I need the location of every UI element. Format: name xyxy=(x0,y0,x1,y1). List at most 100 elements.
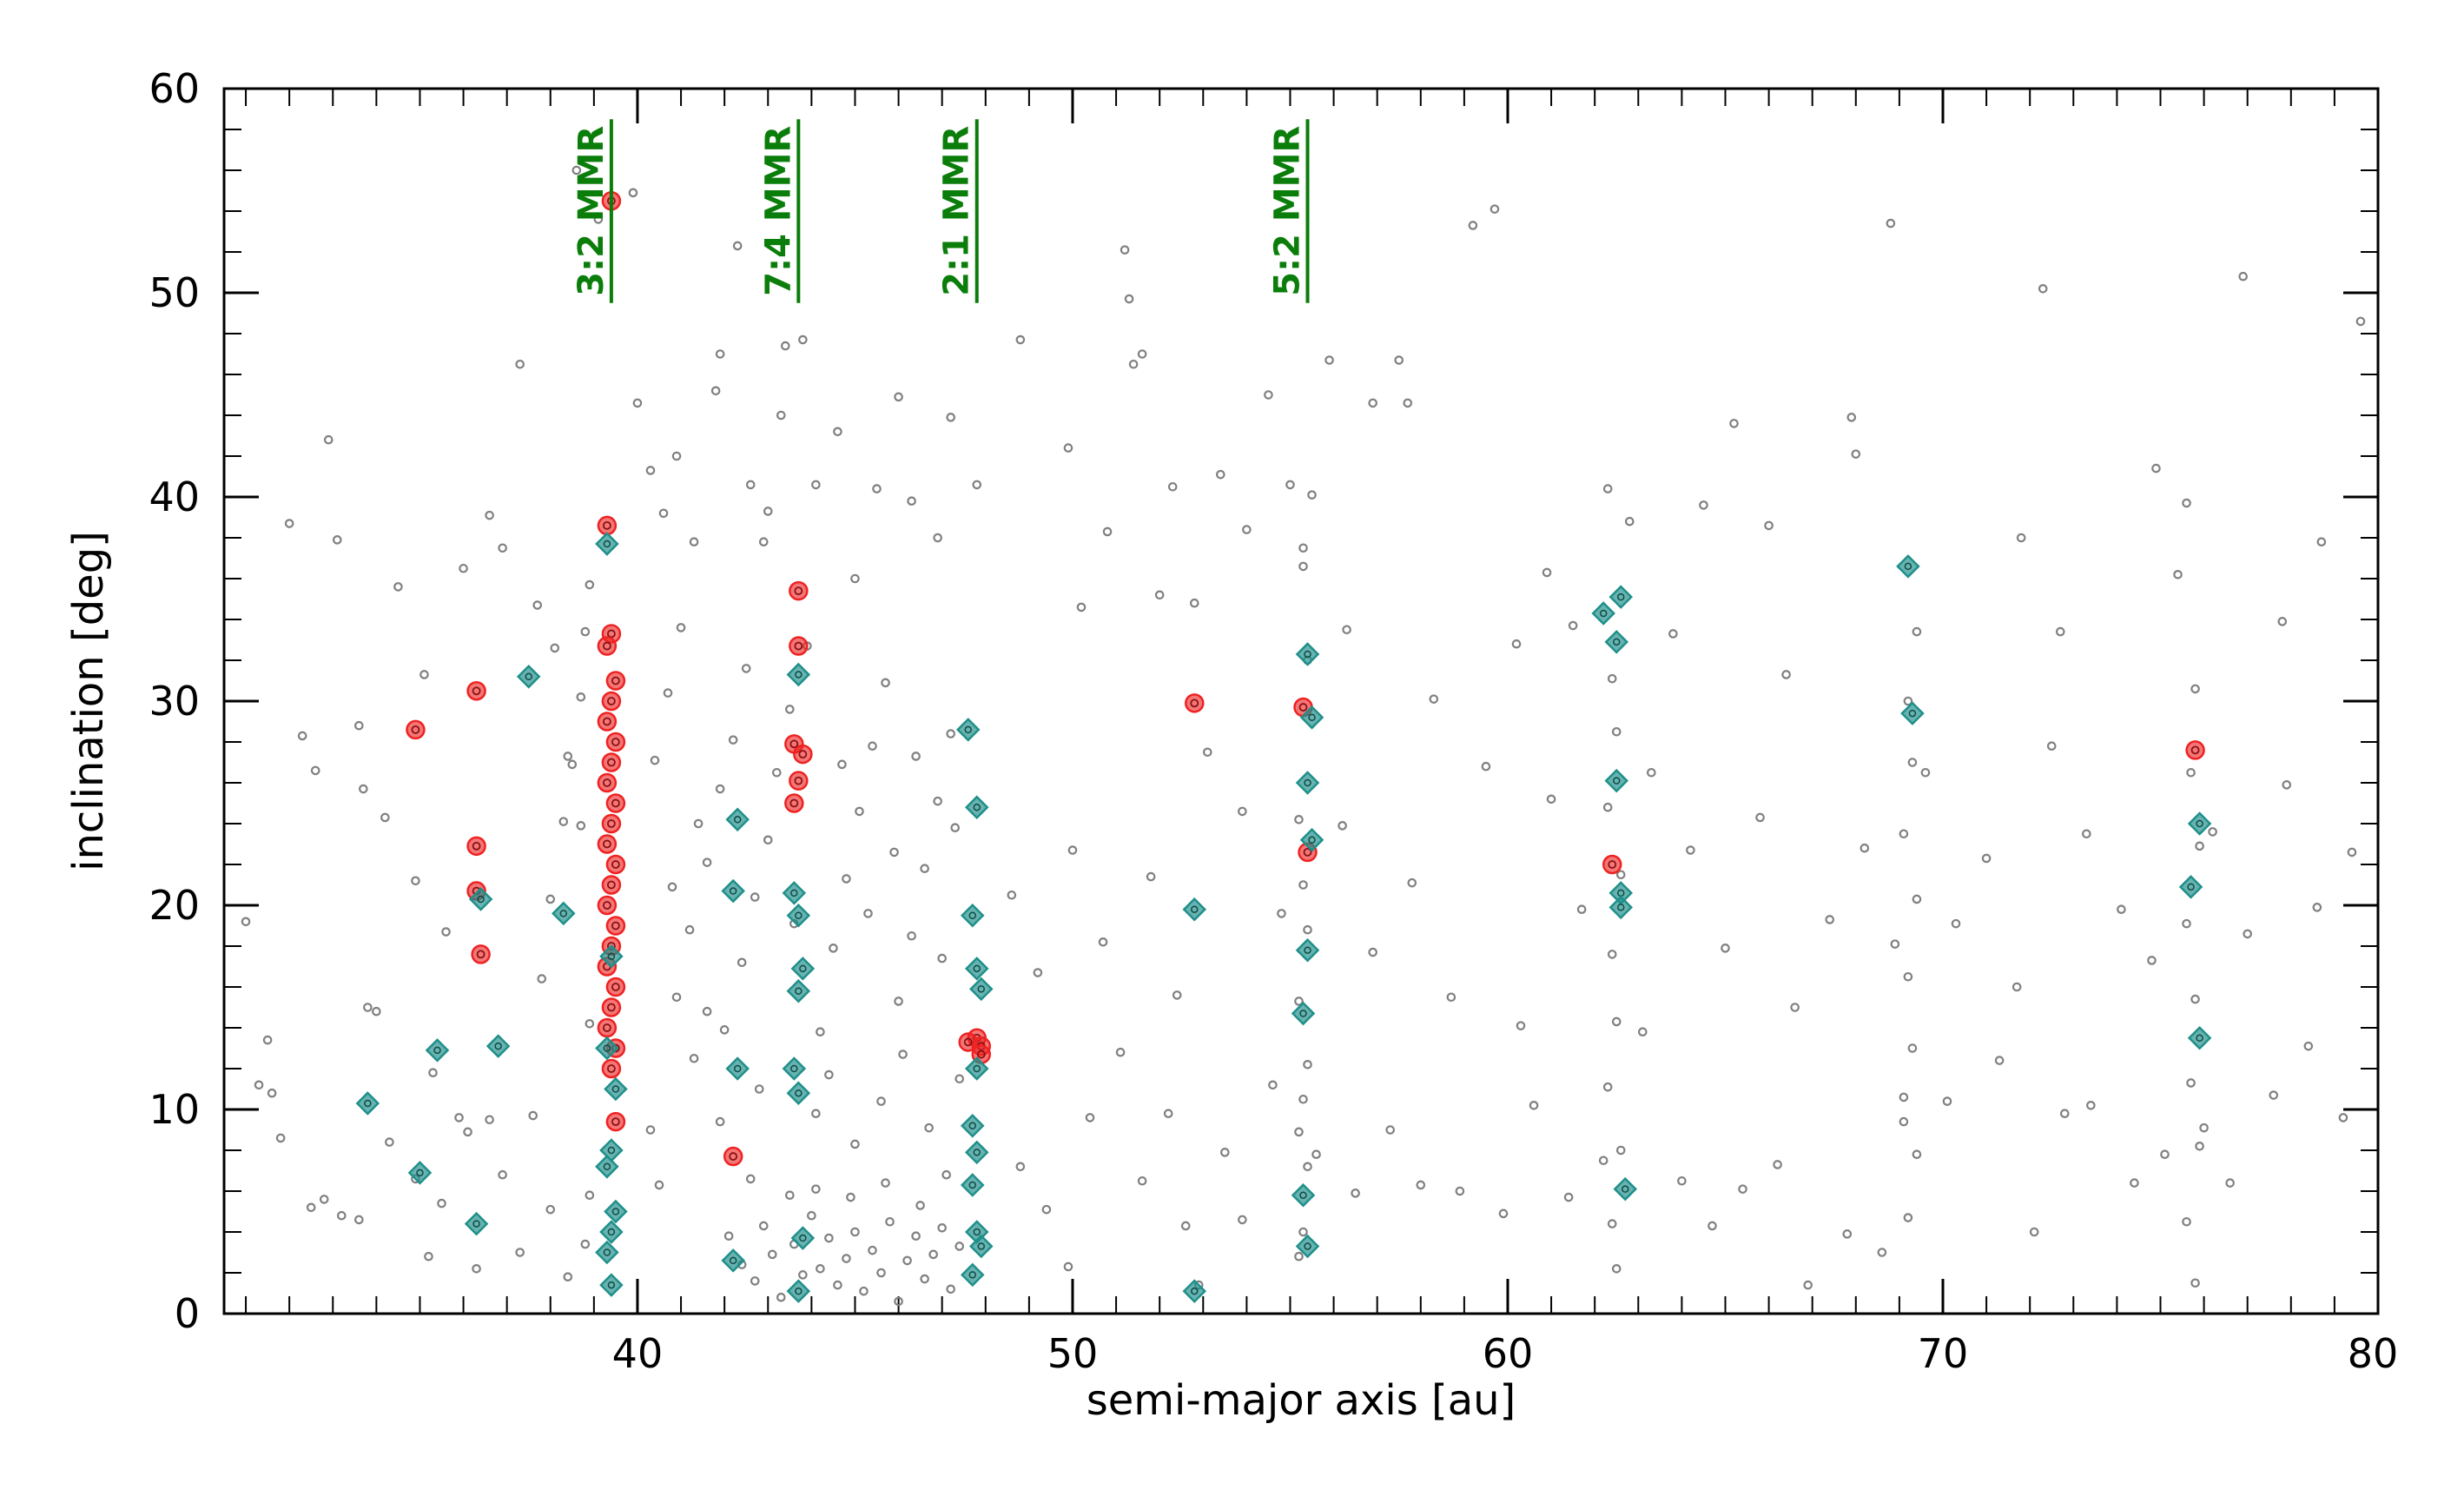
y-axis-title: inclination [deg] xyxy=(64,531,113,871)
data-point-teal xyxy=(1609,895,1634,920)
data-point-gray xyxy=(850,1139,860,1149)
data-point-teal-center xyxy=(1191,905,1199,913)
data-point-gray xyxy=(1516,1021,1526,1030)
data-point-gray xyxy=(881,1178,890,1188)
data-point-gray xyxy=(771,767,782,778)
data-point-red-center xyxy=(606,880,616,890)
data-point-red xyxy=(601,691,622,712)
data-point-gray xyxy=(946,729,955,738)
data-point-gray xyxy=(763,835,773,845)
data-point-teal xyxy=(2178,875,2203,899)
data-point-gray xyxy=(1624,516,1635,526)
data-point-gray xyxy=(1994,1056,2005,1065)
data-point-teal-center xyxy=(607,952,616,960)
data-point-gray xyxy=(1403,398,1413,408)
data-point-gray xyxy=(1324,355,1334,365)
data-point-teal-center xyxy=(973,964,981,973)
data-point-gray xyxy=(750,892,760,902)
minor-ticks xyxy=(224,89,2378,1314)
data-point-gray xyxy=(654,1180,664,1190)
data-point-gray xyxy=(1607,950,1617,959)
data-point-gray xyxy=(1602,802,1613,812)
data-point-gray xyxy=(911,1231,921,1241)
data-point-gray xyxy=(1351,1189,1360,1198)
data-point-teal xyxy=(552,901,576,926)
data-point-red-center xyxy=(602,901,611,910)
data-point-teal xyxy=(721,1248,745,1273)
data-point-teal-center xyxy=(1299,1010,1307,1017)
data-point-gray xyxy=(894,1296,903,1307)
data-point-teal xyxy=(516,665,541,689)
data-point-gray xyxy=(323,434,334,445)
data-point-gray xyxy=(2160,1149,2170,1159)
data-point-teal xyxy=(1295,642,1320,666)
data-point-red xyxy=(605,671,626,691)
data-point-teal xyxy=(604,1199,628,1224)
data-point-teal-center xyxy=(1304,778,1311,787)
data-point-gray xyxy=(1298,880,1308,890)
data-point-gray xyxy=(850,1227,860,1237)
data-point-gray xyxy=(911,752,921,761)
data-point-gray xyxy=(955,1074,965,1084)
data-point-gray xyxy=(676,623,686,632)
data-point-gray xyxy=(2011,982,2022,992)
data-point-gray xyxy=(1886,218,1896,228)
data-point-gray xyxy=(846,1192,855,1202)
data-point-gray xyxy=(1942,1096,1952,1106)
data-point-gray xyxy=(1708,1221,1717,1231)
data-point-gray xyxy=(558,817,569,826)
data-point-gray xyxy=(567,759,578,770)
data-point-teal-center xyxy=(973,1228,981,1236)
data-point-teal xyxy=(955,718,981,742)
y-tick-label: 20 xyxy=(149,882,200,929)
data-point-gray xyxy=(411,876,420,886)
data-point-gray xyxy=(1686,845,1695,855)
data-point-teal-center xyxy=(1308,836,1316,844)
data-point-gray xyxy=(754,1084,764,1094)
data-point-red-center xyxy=(1298,703,1308,712)
data-point-teal-center xyxy=(1612,638,1621,646)
data-point-gray xyxy=(902,1255,912,1266)
data-point-gray xyxy=(441,927,451,937)
data-point-teal-center xyxy=(733,1064,742,1073)
data-point-gray xyxy=(924,1122,934,1133)
x-tick-label: 60 xyxy=(1483,1330,1534,1377)
data-point-gray xyxy=(876,1268,886,1278)
data-point-gray xyxy=(807,1210,816,1221)
data-point-teal xyxy=(486,1034,511,1058)
data-point-teal xyxy=(790,1226,816,1250)
data-point-gray xyxy=(937,1223,947,1233)
data-point-teal xyxy=(964,1140,989,1165)
data-point-gray xyxy=(1429,694,1439,704)
data-point-gray xyxy=(785,705,795,714)
data-point-gray xyxy=(359,784,368,794)
data-point-gray xyxy=(671,451,682,461)
data-point-gray xyxy=(580,626,591,637)
data-point-red-center xyxy=(602,778,611,787)
data-point-gray xyxy=(1015,1162,1026,1172)
data-point-gray xyxy=(663,688,673,698)
data-point-teal-center xyxy=(973,1149,981,1156)
data-point-gray xyxy=(2190,1278,2200,1288)
data-point-red-center xyxy=(976,1050,986,1059)
data-point-red xyxy=(466,681,486,701)
data-point-gray xyxy=(671,992,682,1003)
data-point-teal xyxy=(964,795,989,819)
data-point-teal-center xyxy=(795,1287,803,1295)
data-point-gray xyxy=(2355,316,2366,327)
data-point-teal xyxy=(595,1240,619,1265)
data-point-gray xyxy=(824,1233,834,1243)
data-point-gray xyxy=(372,1006,381,1017)
data-point-teal-center xyxy=(364,1099,372,1108)
data-point-gray xyxy=(545,1204,556,1215)
data-point-teal xyxy=(2187,1025,2212,1050)
data-point-gray xyxy=(872,484,882,493)
data-point-gray xyxy=(424,1251,433,1262)
data-point-gray xyxy=(393,582,403,592)
data-point-teal xyxy=(599,944,624,969)
data-point-teal-center xyxy=(790,1064,798,1073)
data-point-gray xyxy=(1846,413,1857,422)
x-axis-title: semi-major axis [au] xyxy=(1087,1376,1516,1425)
data-point-teal xyxy=(786,662,811,687)
data-point-gray xyxy=(1611,1264,1622,1274)
